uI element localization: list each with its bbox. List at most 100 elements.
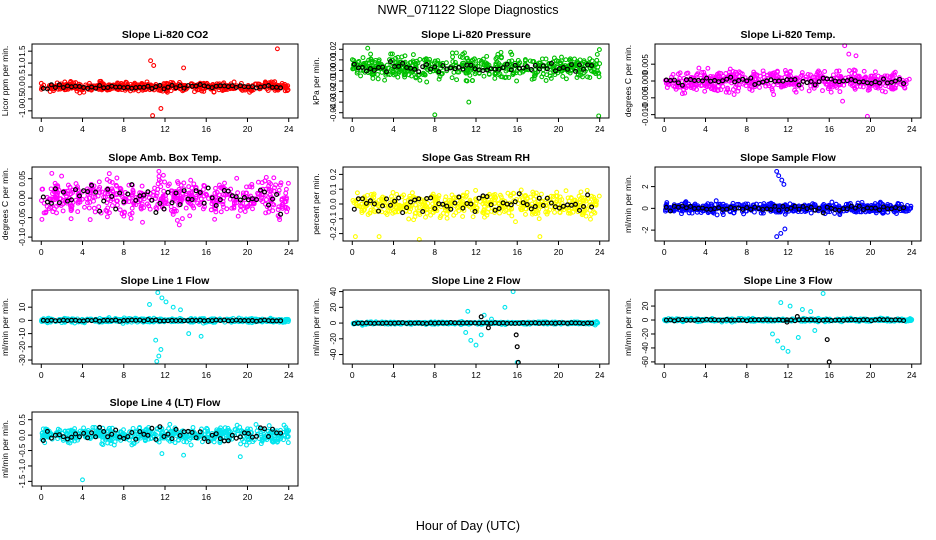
y-tick-label: 0.0 bbox=[18, 81, 27, 93]
outlier-point bbox=[365, 45, 371, 51]
data-point bbox=[872, 76, 878, 82]
data-point bbox=[787, 69, 793, 75]
data-point bbox=[462, 50, 467, 56]
data-point bbox=[531, 196, 537, 202]
x-tick-label: 16 bbox=[825, 247, 835, 257]
data-point bbox=[817, 70, 823, 76]
x-tick-label: 12 bbox=[471, 370, 481, 380]
series-points bbox=[661, 291, 915, 365]
data-point bbox=[366, 57, 372, 63]
reference-point bbox=[420, 64, 426, 70]
data-point bbox=[699, 69, 705, 75]
y-tick-label: 20 bbox=[329, 302, 338, 311]
data-point bbox=[59, 173, 65, 179]
reference-point bbox=[262, 189, 268, 195]
data-point bbox=[836, 73, 842, 79]
data-point bbox=[828, 82, 834, 88]
reference-point bbox=[478, 314, 484, 320]
data-point bbox=[183, 205, 189, 211]
reference-point bbox=[812, 82, 818, 88]
reference-point bbox=[812, 207, 818, 213]
data-point bbox=[702, 88, 708, 94]
reference-point bbox=[456, 194, 462, 200]
data-point bbox=[114, 175, 120, 181]
data-point bbox=[117, 207, 123, 213]
data-point bbox=[570, 62, 576, 68]
reference-point bbox=[796, 82, 802, 88]
data-point bbox=[265, 88, 271, 93]
data-point bbox=[238, 207, 243, 213]
y-tick-label: 0.00 bbox=[329, 62, 338, 78]
data-point bbox=[551, 55, 557, 61]
reference-point bbox=[363, 68, 369, 74]
reference-point bbox=[177, 83, 183, 89]
reference-point bbox=[44, 199, 50, 205]
data-point bbox=[705, 65, 711, 71]
reference-point bbox=[145, 83, 151, 89]
reference-point bbox=[585, 192, 591, 198]
data-point bbox=[427, 57, 433, 62]
data-point bbox=[513, 219, 518, 225]
panel-title: Slope Li-820 Pressure bbox=[421, 29, 531, 41]
data-point bbox=[827, 83, 833, 89]
data-point bbox=[548, 75, 554, 81]
x-tick-label: 16 bbox=[513, 370, 523, 380]
data-point bbox=[218, 209, 224, 215]
data-point bbox=[250, 206, 255, 212]
data-point bbox=[532, 71, 538, 76]
data-point bbox=[482, 62, 488, 68]
reference-point bbox=[201, 200, 207, 206]
y-axis-label: ml/min per min. bbox=[0, 298, 10, 356]
data-point bbox=[49, 170, 55, 176]
y-tick-label: -1.0 bbox=[18, 103, 27, 117]
data-point bbox=[536, 216, 542, 222]
x-tick-label: 0 bbox=[350, 124, 355, 134]
outlier-point bbox=[432, 112, 438, 118]
reference-point bbox=[249, 84, 255, 90]
y-tick-label: 10 bbox=[18, 302, 27, 311]
data-point bbox=[771, 82, 776, 88]
data-point bbox=[213, 185, 218, 191]
x-tick-label: 8 bbox=[744, 247, 749, 257]
outlier-point bbox=[778, 230, 784, 236]
reference-point bbox=[396, 63, 402, 69]
data-point bbox=[476, 57, 482, 63]
data-point bbox=[685, 70, 691, 76]
panel-title: Slope Sample Flow bbox=[740, 152, 837, 164]
data-point bbox=[577, 64, 583, 70]
outlier-point bbox=[840, 98, 846, 104]
data-point bbox=[201, 88, 207, 94]
outlier-point bbox=[148, 58, 154, 64]
data-point bbox=[837, 89, 843, 95]
reference-point bbox=[868, 80, 874, 86]
reference-point bbox=[816, 79, 822, 85]
reference-point bbox=[544, 66, 550, 72]
outlier-point bbox=[774, 168, 780, 174]
reference-point bbox=[897, 76, 903, 82]
x-tick-label: 20 bbox=[554, 370, 564, 380]
y-tick-label: -0.05 bbox=[18, 208, 27, 227]
reference-point bbox=[804, 80, 810, 86]
y-axis-label: ml/min per min. bbox=[623, 298, 633, 356]
x-tick-label: 20 bbox=[243, 247, 253, 257]
data-point bbox=[716, 70, 722, 76]
data-point bbox=[753, 72, 759, 78]
data-point bbox=[255, 179, 261, 185]
data-point bbox=[231, 79, 237, 85]
data-point bbox=[285, 87, 291, 93]
reference-point bbox=[500, 65, 506, 71]
y-tick-label: -0.02 bbox=[329, 82, 338, 101]
data-point bbox=[736, 69, 742, 75]
reference-point bbox=[149, 197, 155, 203]
data-point bbox=[588, 68, 594, 74]
data-point bbox=[449, 75, 455, 81]
data-point bbox=[884, 73, 890, 79]
data-point bbox=[578, 189, 584, 195]
reference-point bbox=[564, 66, 570, 72]
data-point bbox=[861, 68, 867, 74]
y-tick-label: 0.1 bbox=[329, 183, 338, 195]
reference-point bbox=[528, 66, 534, 72]
outlier-point bbox=[178, 307, 183, 313]
